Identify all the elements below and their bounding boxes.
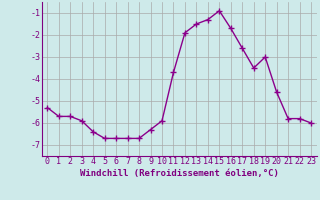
X-axis label: Windchill (Refroidissement éolien,°C): Windchill (Refroidissement éolien,°C) xyxy=(80,169,279,178)
